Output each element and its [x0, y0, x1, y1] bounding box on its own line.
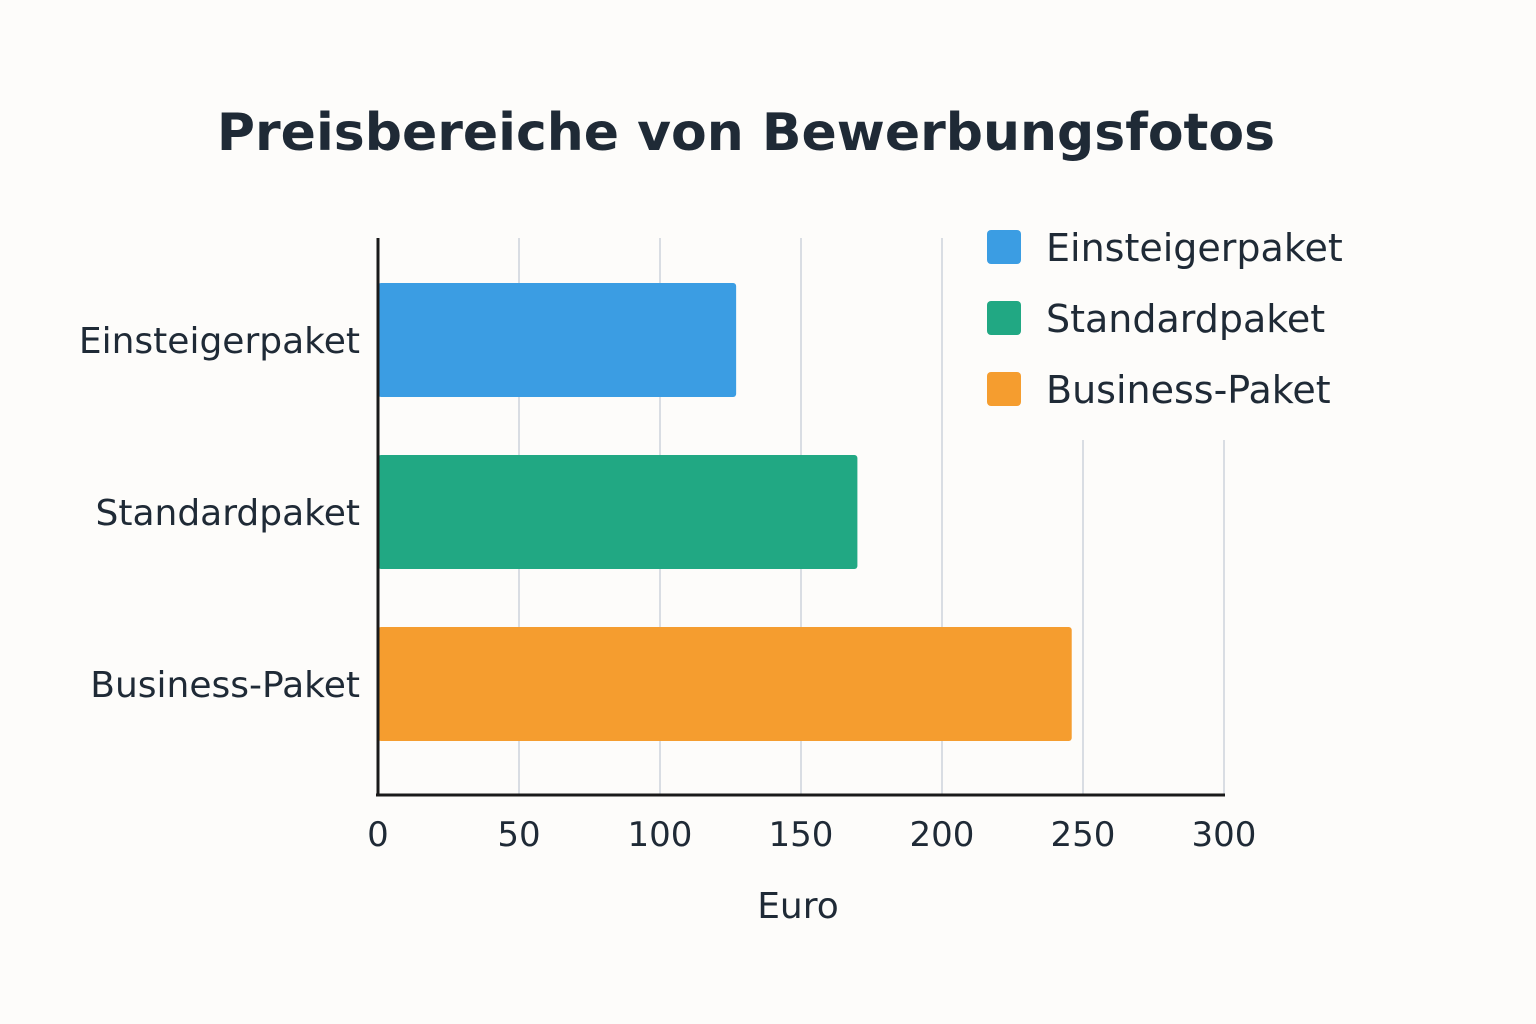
category-label: Einsteigerpaket: [79, 321, 360, 362]
bar-business-paket: [378, 627, 1072, 741]
legend-label: Einsteigerpaket: [1046, 226, 1343, 270]
x-tick-label: 0: [367, 815, 389, 855]
bar-einsteigerpaket: [378, 283, 737, 397]
legend: Einsteigerpaket Standardpaket Business-Pak…: [987, 226, 1343, 412]
x-axis-title: Euro: [757, 886, 839, 927]
legend-swatch: [987, 301, 1021, 335]
x-tick-label: 50: [497, 815, 540, 855]
bars: [378, 283, 1072, 741]
legend-swatch: [987, 230, 1021, 264]
x-tick-label: 150: [769, 815, 834, 855]
bar-standardpaket: [378, 455, 858, 569]
legend-swatch: [987, 372, 1021, 406]
category-label: Standardpaket: [95, 493, 360, 534]
legend-label: Business-Paket: [1046, 368, 1331, 412]
x-tick-label: 200: [910, 815, 975, 855]
category-labels: Einsteigerpaket Standardpaket Business-Pak…: [79, 321, 360, 706]
x-tick-labels: 0 50 100 150 200 250 300: [367, 815, 1256, 855]
category-label: Business-Paket: [90, 665, 360, 706]
legend-label: Standardpaket: [1046, 297, 1325, 341]
x-tick-label: 250: [1051, 815, 1116, 855]
x-tick-label: 100: [628, 815, 693, 855]
chart-title: Preisbereiche von Bewerbungsfotos: [217, 103, 1275, 163]
x-tick-label: 300: [1192, 815, 1257, 855]
